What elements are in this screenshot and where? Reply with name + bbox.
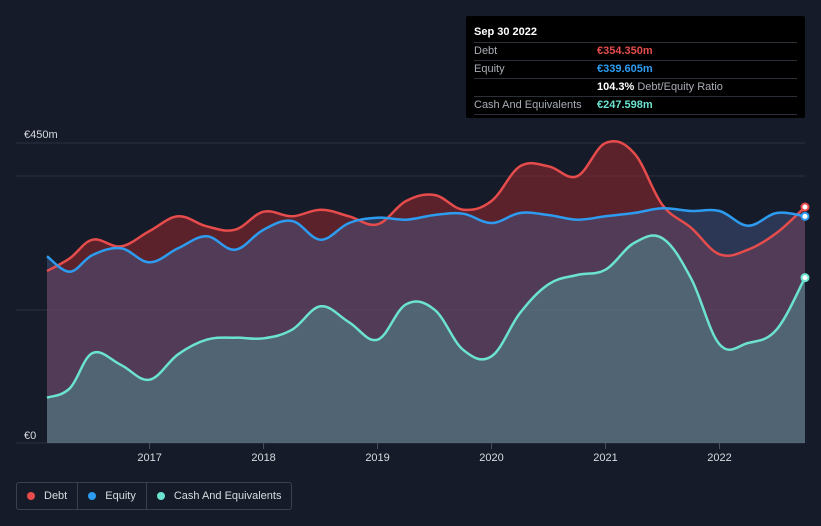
x-tick-label: 2022 xyxy=(707,452,731,464)
legend-item-debt[interactable]: Debt xyxy=(17,483,79,509)
x-tick-label: 2020 xyxy=(479,452,503,464)
tooltip-ratio-value: 104.3% xyxy=(597,81,635,93)
legend-item-equity[interactable]: Equity xyxy=(78,483,147,509)
tooltip-equity-value: €339.605m xyxy=(597,63,653,75)
area-debt xyxy=(47,141,805,443)
legend: Debt Equity Cash And Equivalents xyxy=(16,482,293,510)
tooltip-row-equity: Equity €339.605m xyxy=(474,61,797,79)
legend-dot-cash xyxy=(156,492,165,500)
y-tick-label-zero: €0 xyxy=(24,430,36,442)
end-marker-debt xyxy=(800,202,810,212)
end-marker-cash-and-equivalents xyxy=(800,273,810,283)
tooltip-row-debt: Debt €354.350m xyxy=(474,43,797,61)
tooltip-equity-label: Equity xyxy=(474,63,505,75)
y-tick-label-max: €450m xyxy=(24,129,58,141)
line-equity xyxy=(46,207,806,273)
line-debt xyxy=(46,139,806,273)
tooltip-debt-label: Debt xyxy=(474,45,498,57)
x-axis: 2017 2018 2019 2020 2021 2022 xyxy=(137,443,732,464)
end-markers xyxy=(800,202,810,283)
chart-lines xyxy=(46,139,807,399)
tooltip-date: Sep 30 2022 xyxy=(474,25,797,43)
chart-areas xyxy=(47,141,805,443)
tooltip-row-ratio: 104.3% Debt/Equity Ratio xyxy=(474,79,797,97)
tooltip-debt-value: €354.350m xyxy=(597,45,653,57)
area-equity xyxy=(47,208,805,443)
x-tick-label: 2017 xyxy=(137,452,161,464)
tooltip-panel: Sep 30 2022 Debt €354.350m Equity €339.6… xyxy=(466,16,805,118)
legend-item-cash[interactable]: Cash And Equivalents xyxy=(147,483,292,509)
area-cash-and-equivalents xyxy=(47,235,805,443)
tooltip-row-cash: Cash And Equivalents €247.598m xyxy=(474,97,797,115)
x-tick-label: 2021 xyxy=(593,452,617,464)
legend-label-debt: Debt xyxy=(44,490,68,502)
legend-label-cash: Cash And Equivalents xyxy=(173,490,282,502)
tooltip-cash-value: €247.598m xyxy=(597,99,653,111)
legend-dot-equity xyxy=(88,492,97,500)
legend-label-equity: Equity xyxy=(105,490,136,502)
end-marker-equity xyxy=(800,211,810,221)
legend-dot-debt xyxy=(27,492,35,500)
x-tick-label: 2019 xyxy=(365,452,389,464)
tooltip-ratio-label: Debt/Equity Ratio xyxy=(637,81,723,93)
line-cash-and-equivalents xyxy=(46,234,807,399)
x-tick-label: 2018 xyxy=(251,452,275,464)
y-axis: €0 €450m xyxy=(24,129,58,442)
tooltip-cash-label: Cash And Equivalents xyxy=(474,99,582,111)
